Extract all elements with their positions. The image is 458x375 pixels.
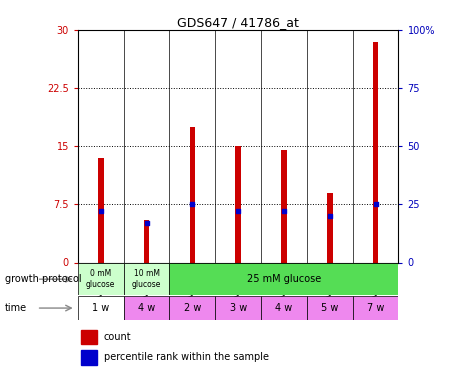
Point [372, 201, 379, 207]
Bar [235, 146, 241, 262]
Bar [81, 330, 97, 344]
Text: 7 w: 7 w [367, 303, 384, 313]
Bar [353, 296, 398, 320]
Text: 25 mM glucose: 25 mM glucose [247, 274, 321, 284]
Bar [124, 263, 169, 295]
Bar [78, 296, 124, 320]
Bar [98, 158, 104, 262]
Bar [169, 296, 215, 320]
Text: time: time [5, 303, 27, 313]
Bar [169, 263, 398, 295]
Bar [307, 296, 353, 320]
Text: 4 w: 4 w [138, 303, 155, 313]
Text: 3 w: 3 w [229, 303, 247, 313]
Bar [81, 350, 97, 364]
Point [189, 201, 196, 207]
Text: 5 w: 5 w [321, 303, 338, 313]
Point [143, 220, 150, 226]
Point [97, 209, 104, 214]
Bar [281, 150, 287, 262]
Text: percentile rank within the sample: percentile rank within the sample [104, 352, 268, 362]
Text: count: count [104, 332, 131, 342]
Bar [144, 220, 149, 262]
Text: growth protocol: growth protocol [5, 274, 81, 284]
Text: 10 mM
glucose: 10 mM glucose [132, 270, 161, 289]
Text: 4 w: 4 w [275, 303, 293, 313]
Bar [261, 296, 307, 320]
Text: 2 w: 2 w [184, 303, 201, 313]
Bar [124, 296, 169, 320]
Point [280, 209, 288, 214]
Bar [327, 193, 333, 262]
Bar [373, 42, 378, 262]
Text: 1 w: 1 w [92, 303, 109, 313]
Text: 0 mM
glucose: 0 mM glucose [86, 270, 115, 289]
Bar [215, 296, 261, 320]
Title: GDS647 / 41786_at: GDS647 / 41786_at [177, 16, 299, 29]
Point [234, 209, 242, 214]
Bar [78, 263, 124, 295]
Bar [190, 127, 195, 262]
Point [326, 213, 333, 219]
